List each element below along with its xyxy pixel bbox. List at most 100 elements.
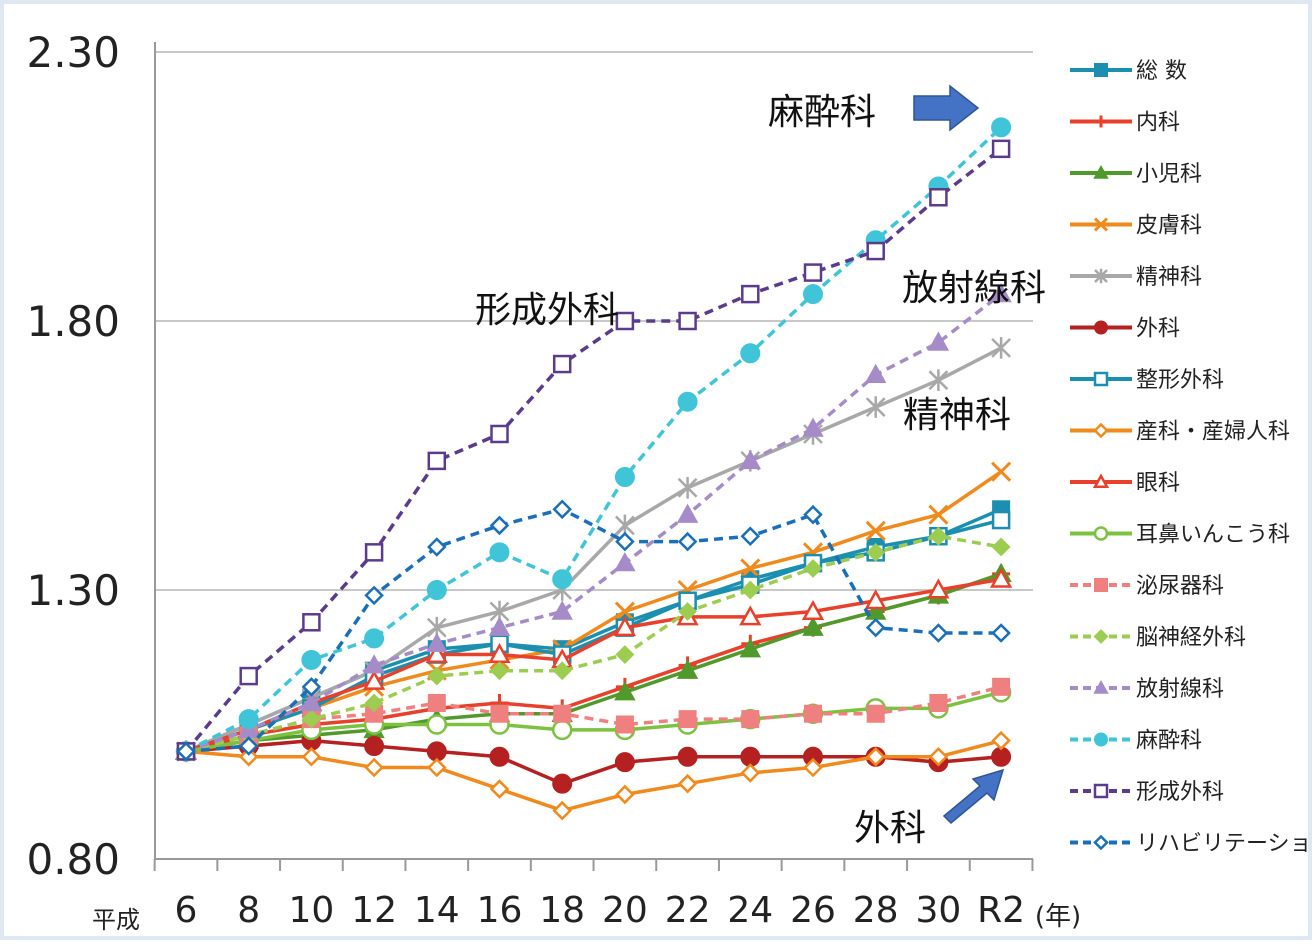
data-point <box>677 773 698 794</box>
legend-marker <box>1093 217 1109 232</box>
data-point <box>676 503 699 523</box>
data-point <box>677 746 698 767</box>
legend-label: 眼科 <box>1136 471 1180 496</box>
annotation-arrow <box>913 84 980 132</box>
x-tick-label: 30 <box>915 890 961 931</box>
data-point <box>488 616 511 636</box>
data-point <box>740 526 761 546</box>
data-point <box>865 747 886 767</box>
data-point <box>489 779 510 799</box>
legend-label: 耳鼻いんこう科 <box>1136 523 1290 548</box>
data-point <box>991 117 1012 138</box>
legend-label: リハビリテーション科 <box>1136 832 1314 857</box>
x-tick-label: 20 <box>602 890 648 931</box>
legend-label: 整形外科 <box>1136 368 1224 393</box>
data-point <box>991 510 1011 530</box>
data-point <box>802 417 824 437</box>
series-line <box>185 507 1002 754</box>
series-line <box>185 126 1003 753</box>
data-point <box>176 741 196 762</box>
data-point <box>301 709 321 729</box>
legend-marker <box>1094 320 1108 335</box>
x-tick-label: 22 <box>665 890 711 931</box>
data-point <box>490 661 509 681</box>
data-point <box>739 638 761 658</box>
data-point <box>866 241 885 261</box>
legend-label: 小児科 <box>1136 162 1202 187</box>
series-line <box>185 690 1002 754</box>
data-point <box>866 542 886 562</box>
legend-marker <box>1093 371 1109 387</box>
data-point <box>364 757 384 778</box>
series-line <box>185 292 1003 754</box>
annotation-label: 外科 <box>854 808 926 849</box>
x-tick-label: 28 <box>853 890 899 931</box>
data-point <box>614 552 636 572</box>
data-point <box>239 666 258 686</box>
data-point <box>992 677 1011 696</box>
x-tick-label: 26 <box>790 890 836 931</box>
data-point <box>551 600 573 620</box>
data-point <box>426 580 447 600</box>
x-tick-label: 8 <box>237 890 260 931</box>
data-point <box>425 642 448 664</box>
series-line <box>184 147 1003 753</box>
data-point <box>677 476 698 499</box>
y-tick-label: 1.80 <box>26 297 120 346</box>
data-point <box>552 354 572 374</box>
x-axis-prefix: 平成 <box>92 906 140 934</box>
annotation-label: 放射線科 <box>902 268 1046 309</box>
data-point <box>678 602 698 621</box>
data-point <box>991 623 1011 643</box>
legend-marker <box>1094 732 1108 747</box>
data-point <box>804 704 822 723</box>
data-point <box>928 369 949 391</box>
legend-marker <box>1093 164 1109 179</box>
data-point <box>803 504 823 525</box>
data-point <box>302 613 321 632</box>
data-point <box>364 628 385 649</box>
data-point <box>490 424 509 444</box>
y-tick-label: 2.30 <box>26 28 120 77</box>
legend-marker <box>1094 63 1108 77</box>
data-point <box>740 343 761 364</box>
annotation-label: 精神科 <box>903 395 1011 436</box>
legend-label: 外科 <box>1136 317 1180 342</box>
data-point <box>427 537 447 557</box>
x-tick-label: 16 <box>477 890 523 931</box>
legend-label: 産科・産婦人科 <box>1136 420 1290 445</box>
data-point <box>364 543 384 562</box>
legend-marker <box>1093 422 1109 439</box>
data-point <box>803 284 823 305</box>
legend-label: 皮膚科 <box>1136 214 1202 239</box>
data-point <box>990 283 1012 303</box>
data-point <box>865 363 887 383</box>
data-point <box>740 558 761 579</box>
data-point <box>929 693 948 712</box>
data-point <box>614 752 635 773</box>
series-line <box>185 738 1002 813</box>
legend-label: 放射線科 <box>1136 677 1224 702</box>
data-point <box>929 188 948 207</box>
legend-label: 精神科 <box>1136 265 1202 290</box>
data-point <box>740 746 761 767</box>
data-point <box>301 747 322 767</box>
data-point <box>426 741 447 762</box>
data-point <box>427 451 447 471</box>
x-tick-label: 12 <box>351 890 397 931</box>
data-point <box>928 747 949 767</box>
data-point <box>740 580 760 600</box>
data-point <box>426 632 448 652</box>
data-point <box>677 531 698 552</box>
data-point <box>238 709 259 730</box>
x-tick-label: 6 <box>175 890 198 931</box>
data-point <box>615 784 635 805</box>
data-point <box>427 757 447 778</box>
data-point <box>301 677 322 697</box>
data-point <box>865 396 886 418</box>
data-point <box>803 757 823 778</box>
data-point <box>615 645 635 664</box>
data-point <box>991 537 1011 557</box>
data-point <box>865 520 886 541</box>
